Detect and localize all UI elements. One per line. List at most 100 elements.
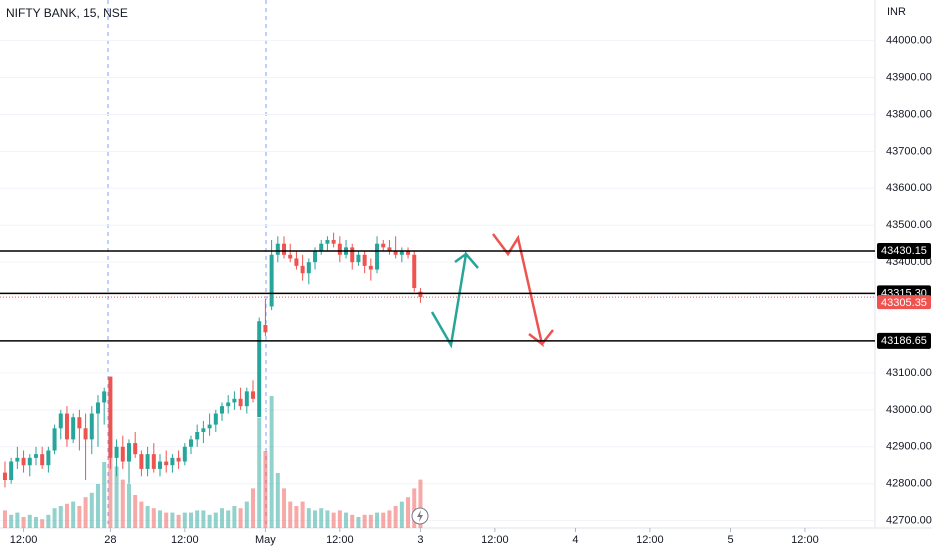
volume-bar [126,484,131,528]
volume-bar [2,510,7,528]
x-tick-label: 12:00 [636,534,664,546]
replay-icon-bolt [417,510,423,522]
volume-bar [27,514,32,528]
candle-body [139,454,144,469]
volume-bar [64,503,69,528]
volume-bar [176,514,181,528]
candle-body [58,413,63,429]
candle-body [64,413,69,440]
candle-body [145,454,150,469]
level-label: 43430.15 [881,245,927,257]
candle-body [356,254,361,263]
y-tick-label: 44000.00 [886,35,932,47]
x-tick-label: 12:00 [171,534,199,546]
volume-bar [52,508,57,528]
candle-body [244,391,249,407]
volume-bar [133,495,138,528]
candle-body [412,254,417,288]
volume-bar [21,517,26,528]
candle-body [368,265,373,270]
chart-title: NIFTY BANK, 15, NSE [6,6,128,20]
candle-body [52,428,57,451]
candle-body [77,417,82,429]
volume-bar [412,488,417,528]
candle-body [300,265,305,274]
candle-body [207,424,212,429]
y-tick-label: 43000.00 [886,404,932,416]
volume-bar [306,508,311,528]
candle-body [102,391,107,403]
volume-bar [381,512,386,528]
candle-body [164,461,169,466]
volume-bar [213,512,218,528]
volume-bar [164,512,169,528]
volume-bar [300,501,305,528]
candle-body [362,254,367,266]
volume-bar [344,512,349,528]
candle-body [306,262,311,274]
candle-body [313,251,318,263]
x-tick-label: 12:00 [481,534,509,546]
volume-bar [319,508,324,528]
candle-body [89,413,94,440]
level-label: 43186.65 [881,335,927,347]
y-tick-label: 42700.00 [886,515,932,527]
candle-body [15,457,20,462]
volume-bar [170,512,175,528]
candle-body [282,243,287,255]
volume-bar [325,510,330,528]
candle-body [40,454,45,466]
candle-body [33,454,38,458]
volume-bar [244,501,249,528]
candle-body [170,457,175,466]
candle-body [114,446,119,458]
candle-body [251,391,256,399]
volume-bar [362,514,367,528]
x-tick-label: 12:00 [326,534,354,546]
candle-body [21,457,26,466]
candle-body [399,251,404,255]
volume-bar [9,514,14,528]
x-tick-label: 12:00 [791,534,819,546]
candle-body [220,406,225,414]
candle-body [325,240,330,244]
volume-bar [269,396,274,528]
y-tick-label: 43900.00 [886,71,932,83]
candle-body [157,461,162,469]
candle-body [263,324,268,333]
candle-body [269,254,274,307]
y-tick-label: 43400.00 [886,256,932,268]
volume-bar [232,506,237,528]
volume-bar [294,506,299,528]
volume-bar [182,512,187,528]
candle-body [120,446,125,462]
volume-bar [275,473,280,528]
candle-body [182,446,187,462]
candle-body [188,439,193,447]
volume-bar [263,451,268,528]
volume-bar [331,512,336,528]
x-tick-label: 3 [417,534,423,546]
x-tick-label: 12:00 [10,534,38,546]
candle-body [126,443,131,462]
candle-body [319,243,324,252]
candle-body [393,251,398,255]
volume-bar [251,488,256,528]
volume-bar [375,512,380,528]
candle-body [226,402,231,407]
y-tick-label: 42800.00 [886,478,932,490]
candle-body [387,247,392,252]
candle-body [95,402,100,414]
candle-body [9,461,14,480]
volume-bar [393,506,398,528]
x-tick-label: May [255,534,276,546]
candle-body [232,398,237,403]
candle-body [195,432,200,440]
volume-bar [368,514,373,528]
volume-bar [46,514,51,528]
volume-bar [120,479,125,528]
volume-bar [418,479,423,528]
volume-bar [201,510,206,528]
last-price-label: 43305.35 [881,297,927,309]
candle-body [375,243,380,270]
